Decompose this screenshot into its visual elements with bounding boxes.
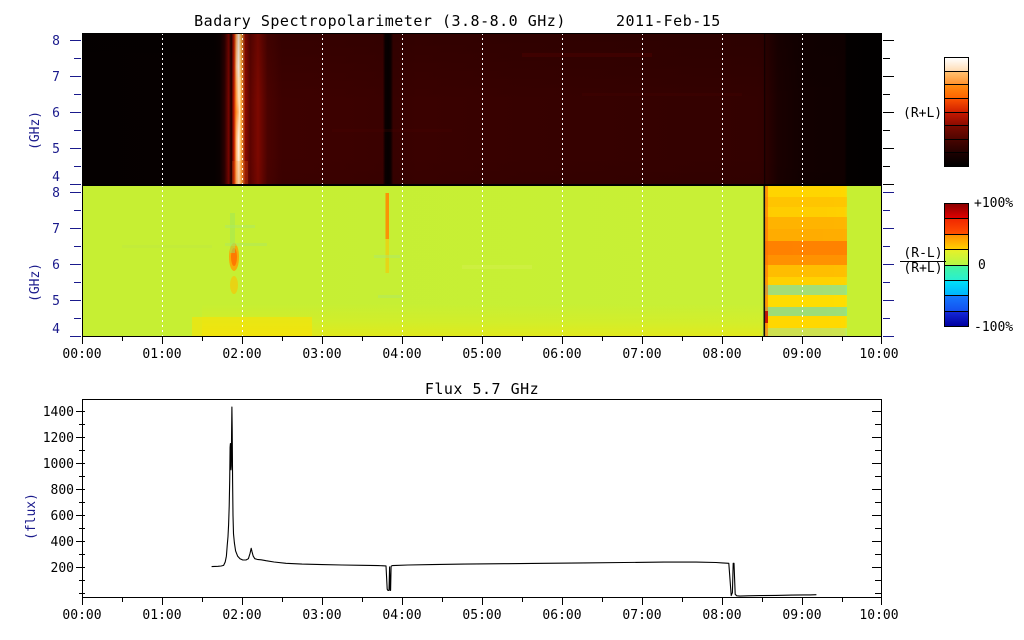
intensity-yaxis-title: (GHz) [28, 110, 43, 150]
page-title: Badary Spectropolarimeter (3.8-8.0 GHz) [194, 12, 566, 30]
polarization-ratio-numerator: (R-L) [900, 247, 946, 262]
polarization-colorbar-min-label: -100% [974, 320, 1014, 335]
flux-yaxis-title: (flux) [24, 493, 39, 540]
flux-timeseries-curve [82, 399, 882, 598]
intensity-gridlines [82, 33, 882, 185]
flux-panel-title: Flux 5.7 GHz [424, 380, 540, 398]
flux-timeseries-plot[interactable] [82, 399, 882, 598]
polarization-gridlines [82, 185, 882, 337]
polarization-colorbar-mid-label: 0 [978, 258, 986, 273]
intensity-colorbar[interactable] [944, 57, 969, 167]
intensity-colorbar-label: (R+L) [903, 106, 943, 121]
polarization-colorbar-label: (R-L) (R+L) [900, 247, 946, 275]
polarization-spectrogram[interactable] [82, 185, 882, 337]
polarization-ratio-denominator: (R+L) [903, 260, 943, 276]
intensity-spectrogram[interactable] [82, 33, 882, 185]
polarization-colorbar[interactable] [944, 203, 969, 327]
polarization-colorbar-max-label: +100% [974, 196, 1014, 211]
polarization-yaxis-title: (GHz) [28, 262, 43, 302]
observation-date: 2011-Feb-15 [616, 12, 721, 30]
